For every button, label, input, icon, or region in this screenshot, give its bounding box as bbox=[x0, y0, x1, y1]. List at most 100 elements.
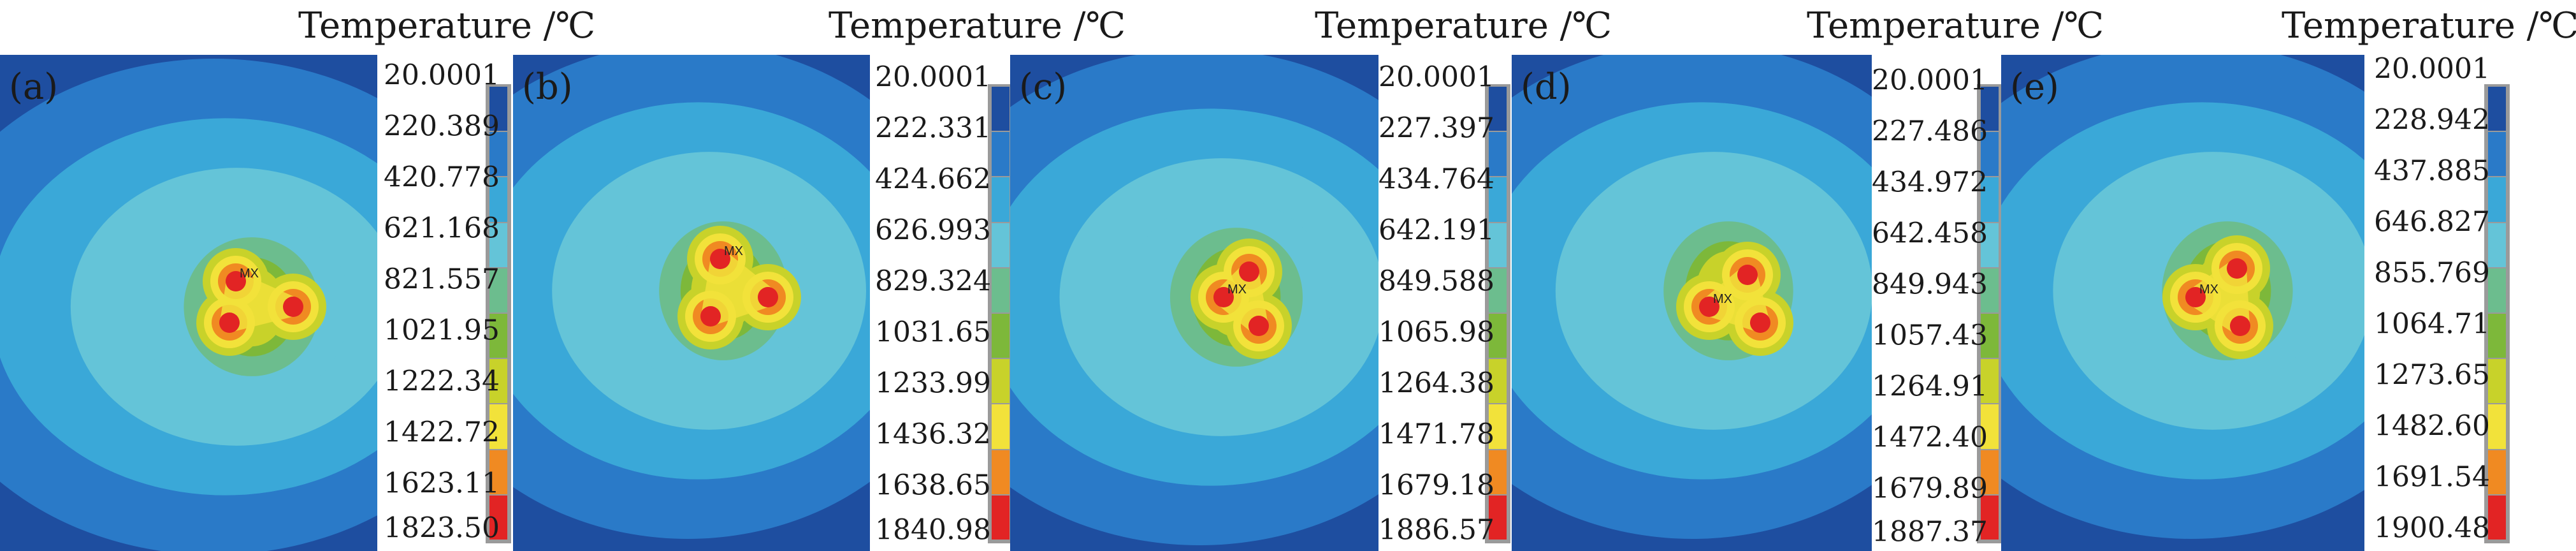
colorbar-swatch bbox=[1489, 450, 1507, 494]
colorbar-swatch bbox=[489, 87, 507, 131]
colorbar-swatch bbox=[2488, 87, 2506, 131]
tick-label: 1472.40 bbox=[1872, 421, 1988, 454]
max-marker: MX bbox=[240, 267, 259, 281]
hot-core bbox=[2186, 259, 2250, 335]
tick-label: 1264.91 bbox=[1872, 370, 1988, 403]
colorbar bbox=[486, 84, 511, 543]
colorbar-swatch bbox=[1981, 495, 1999, 540]
tick-label: 1900.48 bbox=[2374, 511, 2490, 545]
colorbar-title: Temperature /℃ bbox=[1315, 5, 1612, 47]
tick-label: 646.827 bbox=[2374, 205, 2490, 239]
tick-label: 849.588 bbox=[1378, 265, 1494, 298]
temperature-contour: MX bbox=[1010, 55, 1378, 551]
colorbar-swatch bbox=[2488, 450, 2506, 494]
tick-label: 1222.34 bbox=[384, 365, 500, 398]
tick-label: 1482.60 bbox=[2374, 409, 2490, 443]
colorbar-swatch bbox=[1981, 314, 1999, 358]
hot-spot-peak bbox=[2230, 316, 2250, 336]
tick-label: 1436.32 bbox=[875, 418, 991, 451]
tick-label: 20.0001 bbox=[1872, 64, 1988, 97]
colorbar-swatch bbox=[992, 177, 1009, 222]
tick-label: 20.0001 bbox=[875, 61, 991, 94]
tick-label: 626.993 bbox=[875, 214, 991, 247]
colorbar-swatch bbox=[1489, 404, 1507, 449]
tick-label: 849.943 bbox=[1872, 268, 1988, 301]
colorbar-swatch bbox=[489, 359, 507, 404]
temperature-contour: MX bbox=[2001, 55, 2364, 551]
colorbar-swatch bbox=[489, 314, 507, 358]
colorbar-swatch bbox=[1981, 404, 1999, 449]
colorbar-swatch bbox=[992, 359, 1009, 404]
tick-label: 1886.57 bbox=[1378, 513, 1494, 547]
tick-label: 1638.65 bbox=[875, 469, 991, 502]
colorbar-title: Temperature /℃ bbox=[2282, 5, 2576, 47]
tick-label: 642.458 bbox=[1872, 217, 1988, 250]
colorbar-swatch bbox=[1981, 223, 1999, 267]
tick-label: 222.331 bbox=[875, 112, 991, 145]
colorbar-swatch bbox=[1981, 132, 1999, 177]
colorbar-swatch bbox=[2488, 359, 2506, 404]
temperature-contour: MX bbox=[0, 55, 377, 551]
colorbar-swatch bbox=[2488, 495, 2506, 540]
hot-spot-peak bbox=[1699, 297, 1719, 317]
panel-a: Temperature /℃ MX (a) 20.0001 220.389 42… bbox=[0, 0, 595, 551]
colorbar-swatch bbox=[2488, 177, 2506, 222]
tick-label: 1823.50 bbox=[384, 511, 500, 545]
max-marker: MX bbox=[2199, 283, 2218, 297]
hot-spot-peak bbox=[1750, 312, 1770, 333]
tick-label: 1471.78 bbox=[1378, 418, 1494, 451]
tick-label: 434.764 bbox=[1378, 163, 1494, 196]
tick-label: 20.0001 bbox=[1378, 61, 1494, 94]
colorbar-swatch bbox=[992, 132, 1009, 177]
colorbar-swatch bbox=[1981, 177, 1999, 222]
tick-label: 1065.98 bbox=[1378, 316, 1494, 349]
colorbar-swatch bbox=[489, 223, 507, 267]
tick-label: 1691.54 bbox=[2374, 460, 2490, 494]
panel-label: (e) bbox=[2010, 66, 2059, 108]
tick-label: 20.0001 bbox=[384, 59, 500, 92]
colorbar-title: Temperature /℃ bbox=[298, 5, 596, 47]
tick-label: 642.191 bbox=[1378, 214, 1494, 247]
tick-label: 434.972 bbox=[1872, 166, 1988, 199]
colorbar-swatch bbox=[489, 495, 507, 540]
colorbar-swatch bbox=[1489, 223, 1507, 267]
colorbar-swatch bbox=[1489, 132, 1507, 177]
tick-label: 1679.89 bbox=[1872, 472, 1988, 505]
tick-label: 1031.65 bbox=[875, 316, 991, 349]
max-marker: MX bbox=[724, 244, 743, 258]
panel-c: Temperature /℃ MX (c) 20.0001 227.397 43… bbox=[1010, 0, 1612, 551]
tick-label: 829.324 bbox=[875, 265, 991, 298]
panel-b: Temperature /℃ MX (b) 20.0001 222.331 42… bbox=[513, 0, 1125, 551]
colorbar-swatch bbox=[1981, 268, 1999, 312]
panel-e: Temperature /℃ MX (e) 20.0001 228.942 43… bbox=[2001, 0, 2576, 551]
hot-spot-peak bbox=[1737, 265, 1758, 285]
temperature-contour: MX bbox=[1512, 55, 1872, 551]
colorbar-swatch bbox=[1489, 177, 1507, 222]
colorbar-swatch bbox=[1981, 359, 1999, 404]
colorbar-swatch bbox=[1489, 87, 1507, 131]
tick-label: 20.0001 bbox=[2374, 52, 2490, 85]
tick-label: 1064.71 bbox=[2374, 307, 2490, 341]
colorbar-swatch bbox=[1489, 495, 1507, 540]
panel-label: (d) bbox=[1521, 66, 1572, 108]
hot-spot-peak bbox=[219, 312, 240, 333]
colorbar-title: Temperature /℃ bbox=[1807, 5, 2104, 47]
contour-plot: MX (d) bbox=[1512, 55, 1872, 551]
hot-spot-peak bbox=[226, 271, 246, 291]
colorbar-swatch bbox=[1489, 359, 1507, 404]
contour-plot: MX (b) bbox=[513, 55, 870, 551]
tick-label: 228.942 bbox=[2374, 103, 2490, 136]
hot-spot-peak bbox=[1239, 261, 1259, 282]
colorbar-swatch bbox=[489, 132, 507, 177]
tick-label: 1273.65 bbox=[2374, 358, 2490, 392]
temperature-contour: MX bbox=[513, 55, 870, 551]
tick-label: 1422.72 bbox=[384, 416, 500, 449]
tick-label: 855.769 bbox=[2374, 256, 2490, 290]
hot-core bbox=[1214, 262, 1268, 335]
tick-label: 1679.18 bbox=[1378, 469, 1494, 502]
colorbar-swatch bbox=[1981, 450, 1999, 494]
colorbar-swatch bbox=[992, 87, 1009, 131]
panel-d: Temperature /℃ MX (d) 20.0001 227.486 43… bbox=[1512, 0, 2104, 551]
hot-spot-peak bbox=[758, 287, 778, 307]
colorbar-swatch bbox=[489, 268, 507, 312]
